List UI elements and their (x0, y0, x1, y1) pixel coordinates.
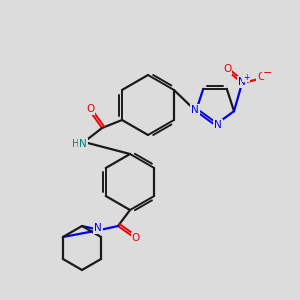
Text: O: O (223, 64, 231, 74)
Text: N: N (79, 139, 87, 149)
Text: N: N (238, 77, 246, 87)
Text: O: O (86, 104, 94, 114)
Text: O: O (257, 72, 265, 82)
Text: N: N (214, 120, 222, 130)
Text: N: N (94, 223, 102, 233)
Text: −: − (263, 68, 273, 78)
Text: N: N (191, 105, 199, 115)
Text: H: H (72, 139, 80, 149)
Text: O: O (132, 233, 140, 243)
Text: +: + (243, 73, 249, 82)
